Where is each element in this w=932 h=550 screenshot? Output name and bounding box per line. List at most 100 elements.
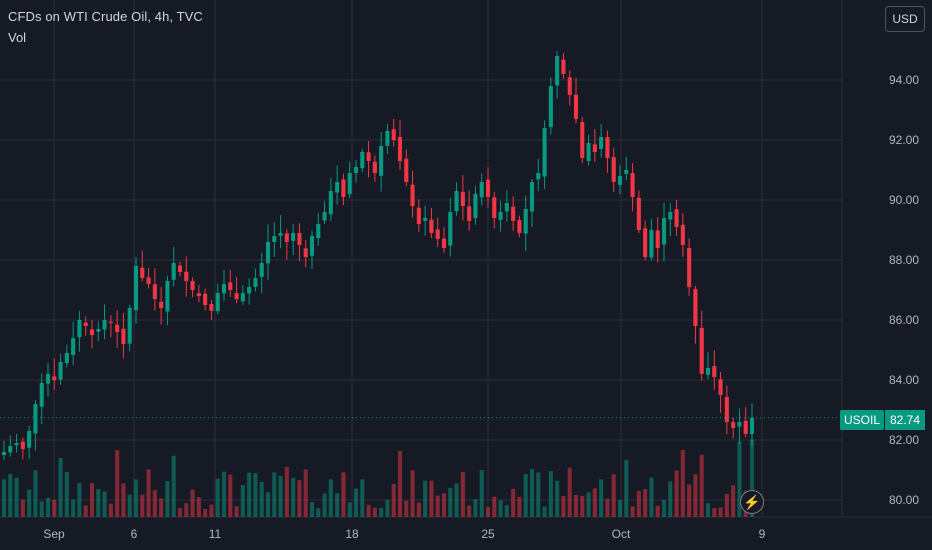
volume-bar [498, 500, 503, 517]
candle-body [441, 238, 447, 248]
volume-bar [423, 480, 428, 517]
candle-body [341, 179, 346, 197]
volume-bar [39, 501, 44, 517]
volume-bar [391, 483, 396, 517]
volume-bar [77, 482, 82, 517]
volume-bar [152, 490, 157, 517]
volume-bar [27, 489, 32, 517]
candle-body [460, 191, 465, 206]
candle-body [693, 288, 698, 326]
volume-bar [655, 505, 660, 517]
currency-button[interactable]: USD [885, 6, 925, 32]
candle-body [303, 248, 308, 257]
candle-body [567, 77, 572, 95]
volume-bar [441, 493, 447, 517]
volume-bar [83, 505, 88, 517]
volume-bar [335, 493, 340, 517]
candle-body [435, 229, 440, 239]
candle-body [517, 220, 522, 233]
volume-bar [102, 491, 107, 517]
candle-body [64, 353, 69, 364]
candle-body [668, 212, 673, 220]
candle-body [102, 320, 107, 330]
volume-bar [429, 480, 434, 517]
volume-bar [731, 485, 736, 517]
volume-bar [159, 498, 164, 517]
candle-body [14, 443, 19, 446]
volume-bar [360, 479, 365, 517]
candle-body [215, 293, 220, 312]
volume-bar [196, 497, 201, 517]
candle-body [140, 267, 145, 278]
candle-body [291, 233, 296, 241]
volume-bar [58, 458, 63, 517]
volume-bar [523, 474, 528, 517]
volume-bar [184, 503, 189, 517]
volume-bar [435, 495, 440, 517]
candle-body [45, 374, 51, 384]
y-tick-label: 82.00 [889, 433, 919, 447]
candle-body [297, 232, 302, 245]
volume-bar [467, 505, 472, 517]
candle-body [265, 242, 271, 264]
candle-body [599, 137, 604, 150]
volume-bar [586, 492, 591, 517]
candle-body [467, 206, 472, 221]
volume-bar [64, 471, 69, 517]
volume-bar [316, 508, 321, 517]
candle-body [423, 218, 428, 221]
volume-bar [121, 483, 126, 517]
volume-bar [561, 495, 566, 517]
volume-bar [353, 488, 359, 517]
candle-body [58, 362, 63, 380]
candle-body [316, 224, 321, 239]
volume-bar [617, 500, 623, 517]
candle-body [184, 271, 189, 281]
volume-bar [33, 470, 38, 517]
candle-body [121, 328, 126, 344]
candle-body [661, 218, 667, 245]
volume-bar [504, 505, 509, 517]
candle-body [573, 94, 579, 119]
candle-body [611, 157, 616, 182]
candle-body [247, 287, 252, 294]
candle-body [159, 301, 164, 308]
candle-body [33, 404, 38, 434]
candle-body [196, 293, 201, 296]
volume-bar [309, 502, 315, 517]
candle-body [108, 321, 113, 323]
volume-bar [410, 470, 415, 517]
volume-bar [341, 472, 346, 517]
candle-body [705, 368, 711, 375]
candle-body [1, 452, 7, 456]
lightning-icon[interactable]: ⚡ [740, 490, 764, 514]
volume-bar [234, 506, 239, 517]
volume-bar [322, 493, 327, 517]
candle-body [253, 278, 258, 287]
candle-body [379, 146, 384, 176]
volume-bar [45, 497, 51, 517]
volume-bar [347, 502, 352, 517]
y-tick-label: 92.00 [889, 133, 919, 147]
candle-body [630, 172, 635, 197]
candle-body [485, 179, 491, 197]
volume-bar [580, 495, 585, 517]
candle-body [674, 209, 679, 227]
volume-bar [718, 507, 723, 517]
volume-bar [630, 506, 635, 517]
candle-body [454, 191, 459, 212]
candle-body [284, 233, 289, 242]
candle-body [404, 158, 409, 182]
candle-body [322, 212, 327, 221]
candle-body [240, 293, 245, 302]
candle-body [146, 277, 151, 284]
candle-body [152, 284, 157, 299]
volume-bar [485, 506, 491, 517]
candle-body [115, 324, 120, 332]
volume-bar [567, 467, 572, 517]
y-tick-label: 84.00 [889, 373, 919, 387]
volume-bar [221, 471, 227, 517]
volume-bar [272, 472, 277, 517]
candle-body [624, 170, 629, 174]
